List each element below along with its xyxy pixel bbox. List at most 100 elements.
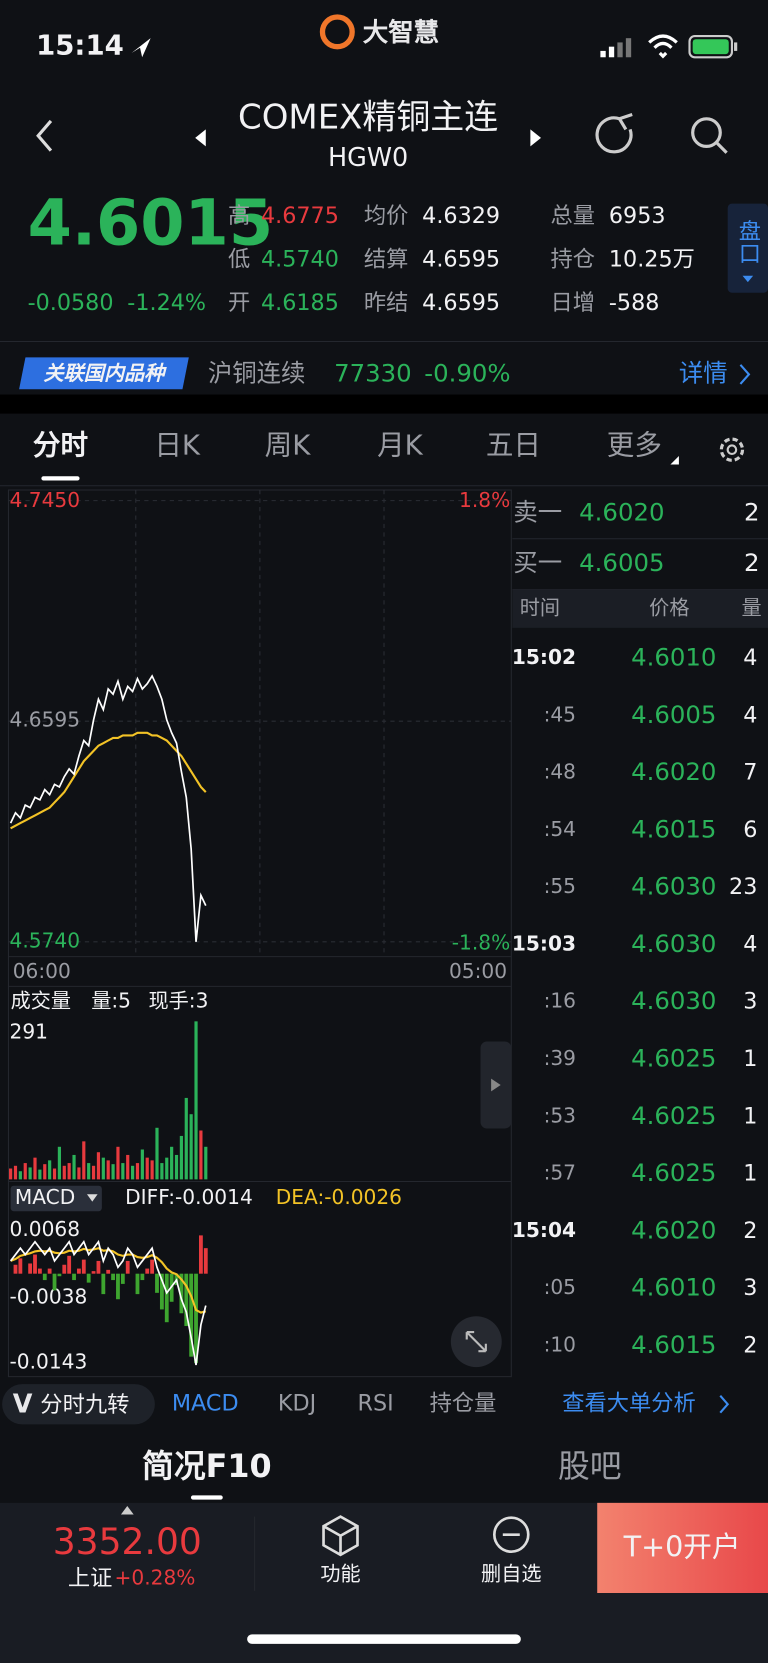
macd-diff: DIFF:-0.0014: [125, 1185, 253, 1209]
tab[interactable]: 五日: [486, 429, 541, 462]
tab[interactable]: 分时: [33, 429, 88, 462]
collapse-icon: [491, 1078, 501, 1092]
volume-bar: [204, 1146, 208, 1180]
clock: 15:14: [36, 29, 124, 62]
trade-qty: 4: [743, 931, 757, 957]
trade-time: :54: [544, 817, 576, 841]
signal-icon: [600, 38, 632, 58]
macd-bar: [13, 1264, 18, 1274]
cta-button[interactable]: [597, 1502, 768, 1594]
stat-label: 低: [228, 246, 250, 272]
volume-bar: [131, 1165, 135, 1180]
stat-label: 均价: [364, 203, 409, 229]
trade-qty: 3: [743, 989, 757, 1015]
related-badge: [19, 357, 189, 390]
bottom-tab[interactable]: 简况F10: [142, 1447, 272, 1485]
index-change[interactable]: +0.28%: [115, 1566, 196, 1590]
price-change-pct: -1.24%: [127, 290, 206, 316]
tab-indicator: [41, 476, 80, 481]
macd-bar: [52, 1273, 57, 1291]
macd-bar: [62, 1264, 67, 1274]
average-line: [10, 731, 207, 830]
macd-bar: [120, 1273, 125, 1284]
indicator-tab[interactable]: RSI: [357, 1391, 393, 1417]
side-tab[interactable]: [727, 203, 768, 293]
volume-bar: [28, 1167, 32, 1180]
tab[interactable]: 日K: [154, 429, 201, 462]
nine-turn-pill[interactable]: [2, 1384, 155, 1425]
stat-value: 4.6775: [261, 203, 339, 229]
related-change: -0.90%: [424, 358, 510, 387]
trade-price: 4.6030: [631, 986, 716, 1015]
book-side: 买一: [513, 548, 562, 577]
macd-bar: [116, 1273, 120, 1300]
volume-bar: [62, 1165, 66, 1180]
tab[interactable]: 月K: [377, 429, 424, 462]
side-tab-label[interactable]: 盘口: [735, 219, 761, 264]
volume-bar: [170, 1146, 174, 1180]
macd-selector[interactable]: [10, 1185, 102, 1212]
macd-bar: [77, 1268, 81, 1274]
volume-bar: [199, 1130, 203, 1180]
tab[interactable]: 周K: [265, 429, 312, 462]
prev-button[interactable]: [195, 129, 206, 147]
macd-bar: [159, 1273, 164, 1310]
book-qty: 2: [744, 497, 760, 526]
macd-bar: [111, 1273, 115, 1281]
refresh-button[interactable]: [595, 113, 633, 154]
volume-bar: [106, 1160, 110, 1180]
nine-turn[interactable]: 分时九转: [40, 1392, 129, 1418]
trade-price: 4.6020: [631, 757, 716, 786]
volume-bar: [96, 1152, 101, 1180]
volume-bar: [111, 1164, 115, 1180]
indicator-tab[interactable]: 持仓量: [430, 1391, 497, 1417]
volume-bar: [184, 1097, 188, 1180]
function-icon[interactable]: [322, 1515, 359, 1557]
code: HGW0: [328, 143, 408, 173]
volume-bar: [91, 1165, 96, 1180]
macd-dea: DEA:-0.0026: [276, 1185, 402, 1209]
trade-price: 4.6015: [631, 1330, 716, 1359]
index-value[interactable]: 3352.00: [53, 1521, 202, 1563]
diff-line: [9, 1239, 207, 1366]
indicator-tab[interactable]: KDJ: [278, 1391, 316, 1417]
macd-name[interactable]: MACD: [15, 1185, 75, 1209]
next-button[interactable]: [530, 129, 541, 147]
trade-qty: 4: [743, 645, 757, 671]
search-button[interactable]: [691, 117, 728, 154]
footer-button[interactable]: 功能: [320, 1561, 360, 1585]
indicator-tab[interactable]: MACD: [172, 1391, 239, 1417]
tab[interactable]: 更多: [607, 429, 662, 462]
macd-bar: [164, 1273, 169, 1323]
expand-button[interactable]: [450, 1316, 502, 1368]
bottom-tab[interactable]: 股吧: [558, 1447, 622, 1485]
wifi-icon: [648, 34, 678, 59]
stat-label: 结算: [364, 246, 409, 272]
back-button[interactable]: [36, 119, 53, 152]
macd-dropdown-arrow: [86, 1194, 98, 1202]
footer-button[interactable]: 删自选: [481, 1561, 541, 1585]
volume-bar: [77, 1167, 81, 1180]
book-price: 4.6020: [579, 497, 664, 526]
settings-button[interactable]: [719, 437, 745, 462]
trade-time: 15:03: [512, 931, 576, 955]
trade-time: 15:02: [512, 645, 576, 669]
x-axis-end: 05:00: [449, 959, 507, 983]
big-order-link[interactable]: 查看大单分析: [562, 1391, 696, 1417]
cta-label[interactable]: T+0开户: [623, 1529, 741, 1563]
book-price: 4.6005: [579, 548, 664, 577]
related-link[interactable]: 详情: [679, 358, 728, 387]
macd-bar: [28, 1263, 33, 1274]
volume-bar: [18, 1171, 22, 1180]
volume-bar: [43, 1164, 47, 1180]
index-name[interactable]: 上证: [68, 1566, 113, 1592]
big-order-arrow: [719, 1395, 730, 1414]
price-change: -0.0580: [28, 290, 114, 316]
stat-value: 4.6595: [422, 290, 500, 316]
trade-time: :48: [544, 760, 576, 784]
remove-icon[interactable]: [492, 1516, 530, 1553]
separator: [0, 394, 768, 414]
stat-value: 6953: [609, 203, 666, 229]
trades-header-bg: [512, 589, 768, 628]
